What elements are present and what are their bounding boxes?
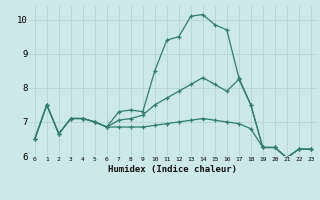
- X-axis label: Humidex (Indice chaleur): Humidex (Indice chaleur): [108, 165, 237, 174]
